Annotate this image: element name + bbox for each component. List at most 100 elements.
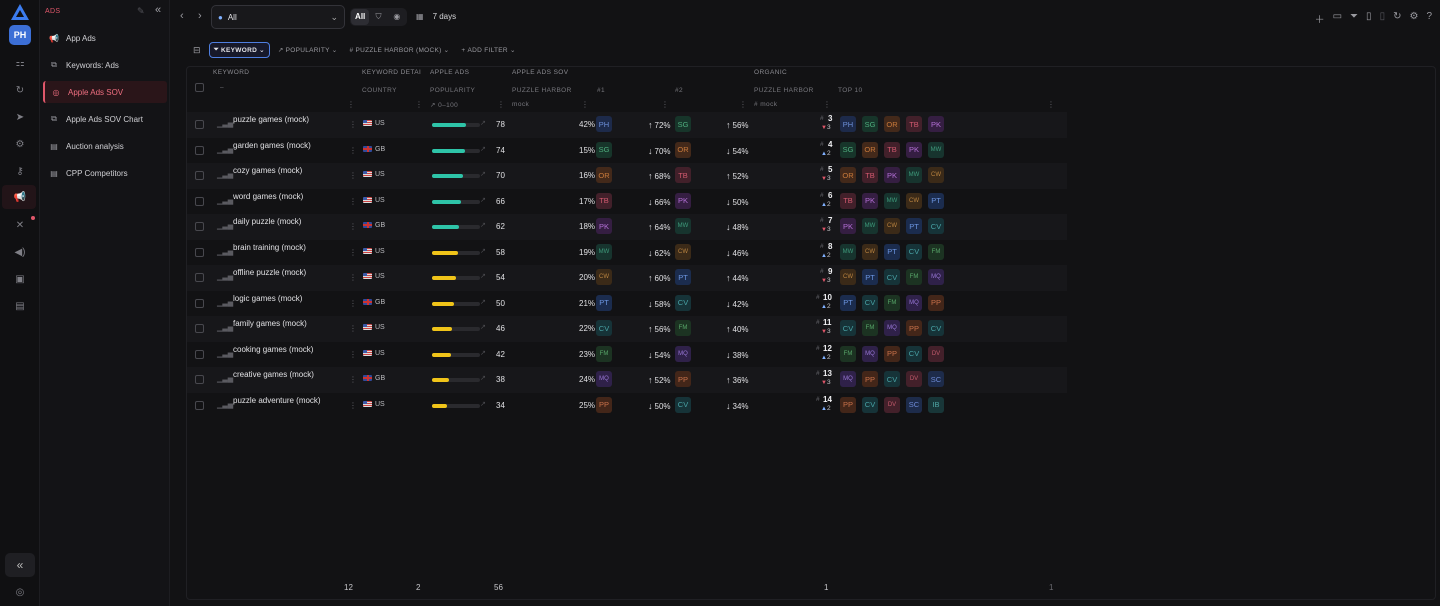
header-keyword[interactable]: KEYWORD <box>213 69 250 76</box>
reports-icon[interactable]: ▣ <box>15 273 25 285</box>
competitor-badge[interactable]: OR <box>675 141 691 158</box>
column-menu-icon[interactable]: ⋮ <box>347 100 355 109</box>
competitor-badge[interactable]: SC <box>928 371 944 387</box>
competitor-badge[interactable]: SG <box>840 141 856 158</box>
keyword-cell[interactable]: word games (mock) <box>233 191 304 201</box>
competitor-badge[interactable]: PK <box>884 167 900 183</box>
refresh-icon[interactable]: ↻ <box>1393 11 1402 22</box>
competitor-badge[interactable]: PT <box>928 192 944 209</box>
select-all-checkbox[interactable] <box>195 83 204 92</box>
competitor-badge[interactable]: PP <box>840 396 856 413</box>
filter-chip-keyword[interactable]: ⏷ KEYWORD ⌄ <box>208 42 270 58</box>
keyword-cell[interactable]: daily puzzle (mock) <box>233 217 302 226</box>
row-menu-icon[interactable]: ⋮ <box>349 298 357 308</box>
competitor-badge[interactable]: DV <box>928 345 944 362</box>
competitor-badge[interactable]: FM <box>840 345 856 362</box>
competitor-badge[interactable]: PT <box>884 243 900 260</box>
segment-all[interactable]: All <box>351 9 370 25</box>
view-icon[interactable]: ▭ <box>1332 11 1343 22</box>
sidebar-item[interactable]: ⧉ Keywords: Ads <box>43 54 167 76</box>
competitor-badge[interactable]: MW <box>675 218 691 234</box>
competitor-badge[interactable]: PK <box>928 116 944 132</box>
row-checkbox[interactable] <box>195 196 204 206</box>
competitor-badge[interactable]: OR <box>840 167 856 183</box>
competitor-badge[interactable]: PH <box>840 116 856 132</box>
person-icon[interactable]: ◉ <box>393 12 401 21</box>
column-menu-icon[interactable]: ⋮ <box>497 100 505 109</box>
sidebar-item[interactable]: ▤ CPP Competitors <box>43 162 167 184</box>
competitor-badge[interactable]: TB <box>840 192 856 209</box>
row-menu-icon[interactable]: ⋮ <box>349 324 357 333</box>
sidebar-item[interactable]: ◎ Apple Ads SOV <box>43 81 167 103</box>
competitor-badge[interactable]: SG <box>675 116 691 132</box>
competitor-badge[interactable]: FM <box>884 294 900 311</box>
competitor-badge[interactable]: OR <box>862 141 878 158</box>
competitor-badge[interactable]: OR <box>884 116 900 132</box>
competitor-badge[interactable]: CW <box>596 269 612 285</box>
shield-icon[interactable]: ⛉ <box>375 12 382 21</box>
competitor-badge[interactable]: PP <box>862 371 878 387</box>
row-checkbox[interactable] <box>195 171 204 180</box>
competitor-badge[interactable]: CW <box>862 243 878 260</box>
competitor-badge[interactable]: PK <box>596 218 612 234</box>
column-menu-icon[interactable]: ⋮ <box>739 100 747 109</box>
row-menu-icon[interactable]: ⋮ <box>349 145 357 155</box>
competitor-badge[interactable]: CV <box>675 294 691 311</box>
period-picker[interactable]: ▦ 7 days <box>416 12 456 21</box>
header-keyword-details[interactable]: KEYWORD DETAI <box>362 69 422 76</box>
competitor-badge[interactable]: CV <box>928 320 944 336</box>
megaphone-icon[interactable]: 📢 <box>13 191 27 203</box>
send-icon[interactable]: ➤ <box>15 111 25 123</box>
competitor-badge[interactable]: PT <box>675 269 691 285</box>
row-checkbox[interactable] <box>195 324 204 333</box>
row-checkbox[interactable] <box>195 298 204 308</box>
competitor-badge[interactable]: PP <box>906 320 922 336</box>
keyword-sort-indicator[interactable]: – <box>220 84 225 91</box>
key-icon[interactable]: ⚷ <box>16 165 24 177</box>
header-country[interactable]: COUNTRY <box>362 87 397 94</box>
row-menu-icon[interactable]: ⋮ <box>349 171 357 180</box>
filter-icon[interactable]: ⏷ <box>1350 11 1359 22</box>
sidebar-item[interactable]: ⧉ Apple Ads SOV Chart <box>43 108 167 130</box>
puzzle-harbor-filter-hint[interactable]: mock <box>512 101 530 108</box>
row-checkbox[interactable] <box>195 222 204 231</box>
competitor-badge[interactable]: CV <box>884 371 900 387</box>
competitor-badge[interactable]: CV <box>596 320 612 336</box>
competitor-badge[interactable]: TB <box>906 116 922 132</box>
row-menu-icon[interactable]: ⋮ <box>349 349 357 359</box>
filter-chip-puzzle-harbor[interactable]: # PUZZLE HARBOR (MOCK) ⌄ <box>346 42 454 58</box>
competitor-badge[interactable]: PH <box>596 116 612 132</box>
competitor-badge[interactable]: PK <box>840 218 856 234</box>
competitor-badge[interactable]: MW <box>862 218 878 234</box>
competitor-badge[interactable]: CV <box>906 243 922 260</box>
competitor-badge[interactable]: PK <box>675 192 691 209</box>
competitor-badge[interactable]: MW <box>884 192 900 209</box>
row-menu-icon[interactable]: ⋮ <box>349 273 357 282</box>
competitor-badge[interactable]: DV <box>906 371 922 387</box>
scope-select[interactable]: ● All ⌄ <box>211 5 345 29</box>
competitor-badge[interactable]: CV <box>884 269 900 285</box>
competitor-badge[interactable]: PT <box>840 294 856 311</box>
edit-icon[interactable]: ✎ <box>137 6 145 16</box>
header-apple-ads[interactable]: APPLE ADS <box>430 69 470 76</box>
competitor-badge[interactable]: MQ <box>840 371 856 387</box>
keyword-cell[interactable]: creative games (mock) <box>233 370 314 379</box>
row-checkbox[interactable] <box>195 145 204 155</box>
volume-icon[interactable]: ◀) <box>14 246 26 258</box>
competitor-badge[interactable]: IB <box>928 396 944 413</box>
competitor-badge[interactable]: PT <box>862 269 878 285</box>
keyword-cell[interactable]: cooking games (mock) <box>233 344 314 354</box>
row-checkbox[interactable] <box>195 247 204 257</box>
header-first[interactable]: #1 <box>597 87 606 94</box>
competitor-badge[interactable]: MW <box>596 243 612 260</box>
sidebar-item[interactable]: 📢 App Ads <box>43 27 167 49</box>
competitor-badge[interactable]: SC <box>906 396 922 413</box>
row-checkbox[interactable] <box>195 120 204 129</box>
account-icon[interactable]: ◎ <box>15 586 25 598</box>
column-menu-icon[interactable]: ⋮ <box>415 100 423 109</box>
header-puzzle-harbor[interactable]: PUZZLE HARBOR <box>512 87 572 94</box>
organic-filter-hint[interactable]: # mock <box>754 101 777 108</box>
competitor-badge[interactable]: PK <box>862 192 878 209</box>
competitor-badge[interactable]: PP <box>884 345 900 362</box>
competitor-badge[interactable]: MQ <box>596 371 612 387</box>
